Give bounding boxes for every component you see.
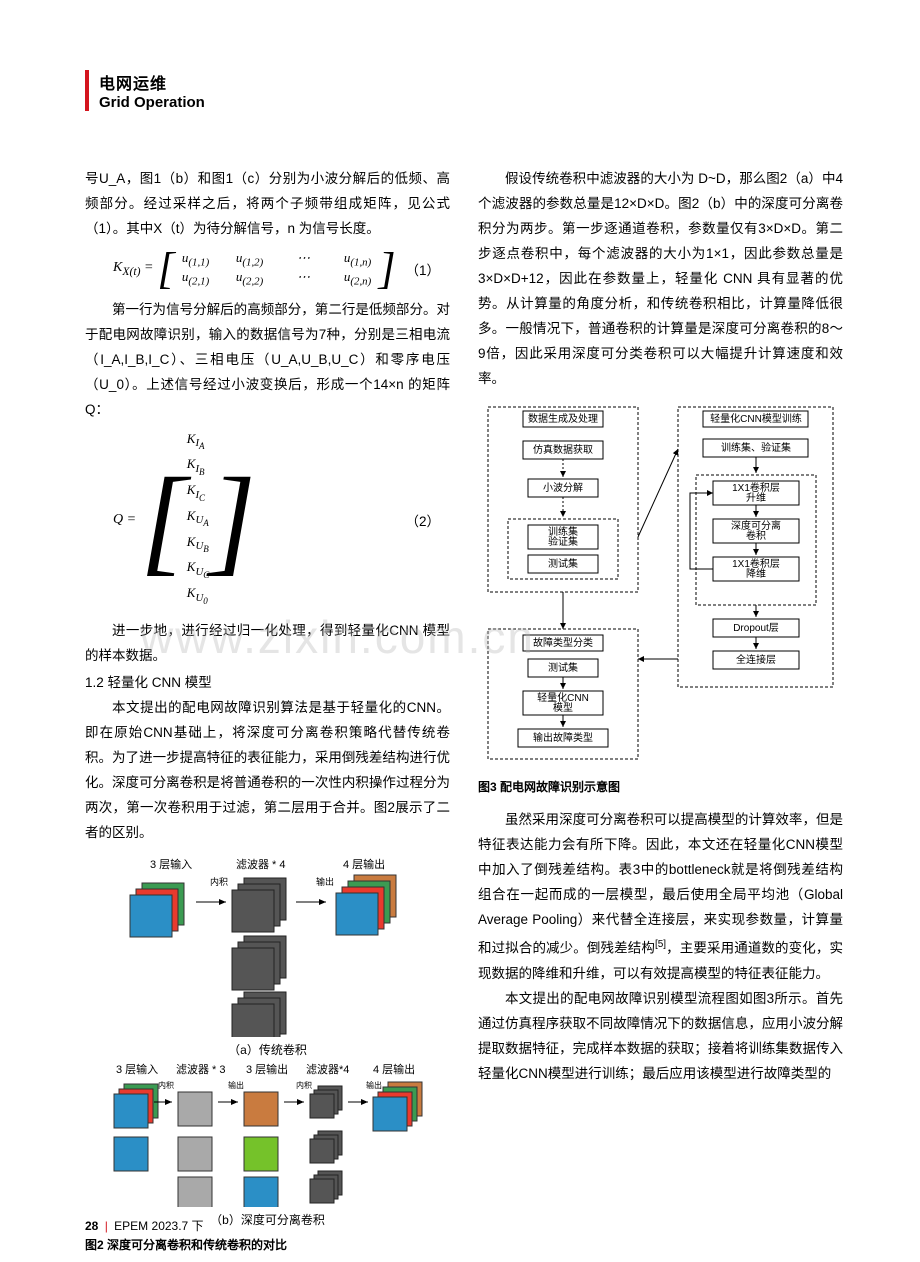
fig2-caption: 图2 深度可分离卷积和传统卷积的对比 [85,1236,287,1253]
left-para1: 号U_A，图1（b）和图1（c）分别为小波分解后的低频、高频部分。经过采样之后，… [85,166,450,241]
right-para2: 虽然采用深度可分离卷积可以提高模型的计算效率，但是特征表达能力会有所下降。因此，… [478,807,843,986]
svg-text:3 层输入: 3 层输入 [150,857,192,871]
svg-text:滤波器 * 3: 滤波器 * 3 [176,1063,226,1076]
svg-text:内积: 内积 [296,1080,312,1090]
figure-2a-svg: 3 层输入 滤波器 * 4 4 层输出 内积 输出 [118,857,418,1037]
svg-text:升维: 升维 [746,491,766,504]
svg-text:小波分解: 小波分解 [543,481,583,494]
svg-text:内积: 内积 [158,1080,174,1090]
svg-text:滤波器 * 4: 滤波器 * 4 [236,858,286,871]
figure-3-svg: 数据生成及处理 仿真数据获取 小波分解 训练集 验证集 测试集 轻量化CNN模型… [478,399,843,769]
svg-text:Dropout层: Dropout层 [733,622,779,634]
left-para2: 第一行为信号分解后的高频部分，第二行是低频部分。对于配电网故障识别，输入的数据信… [85,297,450,422]
left-para4: 本文提出的配电网故障识别算法是基于轻量化的CNN。即在原始CNN基础上，将深度可… [85,695,450,845]
formula2-number: （2） [405,510,440,530]
svg-text:仿真数据获取: 仿真数据获取 [533,443,593,456]
svg-text:模型: 模型 [553,701,573,714]
page-header: 电网运维 Grid Operation [85,70,845,111]
formula-1: KX(t) = [ u(1,1) u(1,2) ⋯ u(1,n) u(2,1) … [113,249,450,289]
page-number: 28 [85,1219,98,1233]
svg-text:数据生成及处理: 数据生成及处理 [528,412,598,425]
left-para3: 进一步地，进行经过归一化处理，得到轻量化CNN 模型的样本数据。 [85,618,450,668]
content-columns: 号U_A，图1（b）和图1（c）分别为小波分解后的低频、高频部分。经过采样之后，… [85,166,845,1259]
svg-text:滤波器*4: 滤波器*4 [306,1063,349,1076]
svg-text:验证集: 验证集 [548,535,578,548]
svg-text:测试集: 测试集 [548,661,578,674]
svg-text:输出: 输出 [366,1080,382,1090]
svg-text:输出: 输出 [316,876,334,887]
header-title-en: Grid Operation [99,94,845,111]
figure-2: 3 层输入 滤波器 * 4 4 层输出 内积 输出 [85,857,450,1253]
page-footer: 28 | EPEM 2023.7 下 [85,1217,204,1234]
svg-text:4 层输出: 4 层输出 [343,857,385,871]
formula-2: Q = [ KIA KIB KIC KUA KUB KUC KU0 ] （2） [113,430,450,610]
right-para1: 假设传统卷积中滤波器的大小为 D~D，那么图2（a）中4个滤波器的参数总量是12… [478,166,843,391]
formula1-number: （1） [405,259,440,279]
section-heading-1-2: 1.2 轻量化 CNN 模型 [85,670,450,695]
svg-text:故障类型分类: 故障类型分类 [533,636,593,649]
svg-text:输出故障类型: 输出故障类型 [533,731,593,744]
right-column: 假设传统卷积中滤波器的大小为 D~D，那么图2（a）中4个滤波器的参数总量是12… [478,166,843,1259]
svg-text:输出: 输出 [228,1080,244,1090]
svg-text:降维: 降维 [746,567,766,580]
svg-text:4 层输出: 4 层输出 [373,1062,415,1076]
fig2-sub-b: （b）深度可分离卷积 [210,1211,325,1228]
svg-text:全连接层: 全连接层 [736,653,776,666]
svg-text:3 层输出: 3 层输出 [246,1062,288,1076]
fig2-sub-a: （a）传统卷积 [228,1041,307,1058]
svg-text:3 层输入: 3 层输入 [116,1062,158,1076]
svg-text:内积: 内积 [210,876,228,887]
left-column: 号U_A，图1（b）和图1（c）分别为小波分解后的低频、高频部分。经过采样之后，… [85,166,450,1259]
right-para3: 本文提出的配电网故障识别模型流程图如图3所示。首先通过仿真程序获取不同故障情况下… [478,986,843,1086]
svg-text:测试集: 测试集 [548,557,578,570]
fig3-caption: 图3 配电网故障识别示意图 [478,778,843,795]
journal-issue: EPEM 2023.7 下 [114,1219,203,1233]
svg-text:轻量化CNN模型训练: 轻量化CNN模型训练 [710,412,802,425]
svg-text:训练集、验证集: 训练集、验证集 [721,441,791,454]
svg-text:卷积: 卷积 [746,529,766,542]
figure-2b-svg: 3 层输入 滤波器 * 3 3 层输出 滤波器*4 4 层输出 内积 输出 内积… [108,1062,428,1207]
header-title-cn: 电网运维 [99,70,845,94]
